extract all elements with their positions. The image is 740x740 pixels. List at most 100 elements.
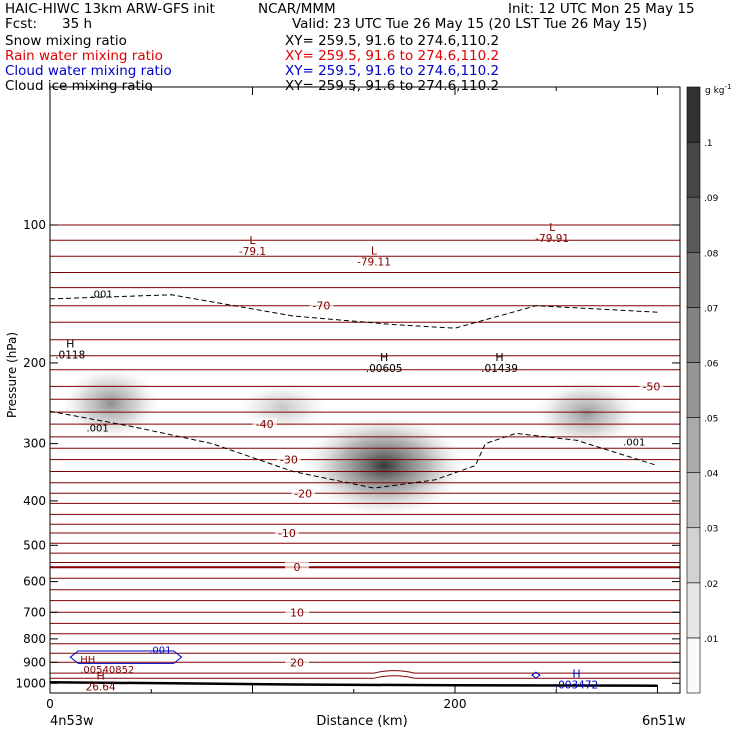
x-right-endpoint: 6n51w: [642, 714, 686, 729]
isotherm-line: [50, 670, 680, 674]
extremum-value: .01439: [481, 363, 518, 375]
colorbar-tick-label: .01: [704, 635, 718, 645]
extremum-marker: H: [380, 351, 388, 364]
cloud-water-hh-label: HH: [80, 655, 95, 666]
init-time: Init: 12 UTC Mon 25 May 15: [508, 1, 695, 17]
y-tick-label: 300: [23, 437, 46, 451]
colorbar-segment: [686, 86, 701, 143]
y-tick-label: 800: [23, 632, 46, 646]
colorbar: g kg-1 .01 .02 .03 .04 .05 .06 .07 .08 .09 .1: [686, 83, 731, 694]
isotherm-label-bg: [285, 606, 310, 618]
field-name-rain: Rain water mixing ratio: [5, 48, 163, 64]
y-tick-label: 200: [23, 356, 46, 370]
isotherm-label-bg: [252, 418, 277, 430]
extremum-marker: H: [572, 668, 580, 681]
extremum-value: .00605: [366, 363, 403, 375]
x-axis-label: Distance (km): [316, 714, 407, 729]
snow-blob: [534, 379, 639, 448]
extremum-marker: L: [371, 245, 378, 258]
y-axis-label: Pressure (hPa): [5, 332, 19, 418]
isotherm-label: 0: [294, 561, 301, 574]
forecast-hours: 35 h: [62, 16, 93, 32]
colorbar-tick-label: .04: [704, 470, 719, 480]
isotherm-line: [50, 675, 680, 679]
colorbar-segment: [686, 251, 701, 308]
field-xy-rain: XY= 259.5, 91.6 to 274.6,110.2: [285, 48, 500, 64]
forecast-label: Fcst:: [5, 16, 38, 32]
colorbar-tick-label: .05: [704, 415, 718, 425]
isotherm-label: 10: [290, 606, 304, 619]
field-xy-cloud-ice: XY= 259.5, 91.6 to 274.6,110.2: [285, 78, 500, 94]
y-tick-label: 700: [23, 605, 46, 619]
valid-time: Valid: 23 UTC Tue 26 May 15 (20 LST Tue …: [292, 16, 648, 32]
isotherm-label-bg: [291, 487, 316, 499]
colorbar-segment: [686, 362, 701, 418]
snow-blob: [304, 415, 465, 516]
surface-layer: HH.00540852: [50, 650, 658, 687]
snow-blob: [62, 367, 159, 440]
extremum-marker: H: [66, 337, 74, 350]
extremum-marker: L: [549, 221, 556, 234]
colorbar-segment: [686, 582, 701, 639]
y-tick-label: 100: [23, 218, 46, 232]
isotherm-label-bg: [285, 656, 310, 668]
colorbar-tick-label: .02: [704, 580, 718, 590]
colorbar-tick-label: .09: [704, 194, 719, 204]
colorbar-tick-label: .07: [704, 304, 718, 314]
colorbar-unit: g kg-1: [705, 83, 731, 96]
extremum-value: -79.11: [357, 257, 391, 269]
y-tick-label: 600: [23, 575, 46, 589]
extremum-value: -79.1: [239, 246, 266, 258]
extremum-value: 26.64: [86, 681, 116, 693]
isotherm-label: -10: [278, 527, 296, 540]
colorbar-segment: [686, 472, 701, 529]
colorbar-tick-label: .08: [704, 249, 719, 259]
contour-value-label: .001: [91, 290, 113, 301]
axes-layer: Pressure (hPa) Distance (km) 4n53w 6n51w: [5, 332, 686, 729]
contour-value-label: .001: [623, 438, 645, 449]
y-tick-label: 500: [23, 538, 46, 552]
y-tick-label: 900: [23, 655, 46, 669]
isotherm-label: -20: [294, 487, 312, 500]
colorbar-tick-label: .06: [704, 359, 719, 369]
isotherm-label-bg: [276, 453, 301, 465]
cloud-water-contour: [69, 650, 183, 664]
contour-value-label: .001: [86, 423, 108, 434]
isotherm-label: -50: [642, 380, 660, 393]
org-label: NCAR/MMM: [258, 1, 336, 17]
y-tick-label: 1000: [15, 676, 46, 690]
colorbar-segment: [686, 141, 701, 198]
colorbar-segment: [686, 527, 701, 584]
isotherm-label-bg: [639, 380, 664, 392]
surface-pressure-line: [50, 681, 658, 687]
x-tick-label: 200: [444, 697, 467, 711]
isotherm-label: -70: [312, 300, 330, 313]
annotations-layer: L-79.1 L-79.11L-79.91H.0118 H.00605H.01439…: [55, 221, 598, 693]
colorbar-segment: [686, 637, 701, 694]
cloud-water-value-label: .00540852: [80, 665, 134, 676]
colorbar-segment: [686, 307, 701, 363]
colorbar-segment: [686, 196, 701, 253]
isotherm-label-bg: [309, 299, 334, 311]
snow-shading-layer: [62, 367, 639, 516]
field-xy-cloud-water: XY= 259.5, 91.6 to 274.6,110.2: [285, 63, 500, 79]
x-tick-label: 0: [46, 697, 54, 711]
colorbar-segment: [686, 417, 701, 473]
field-name-cloud-ice: Cloud ice mixing ratio: [5, 78, 153, 94]
temperature-contours-layer: 20 10 0 -10 -20 -30 -40 -50 -70: [50, 224, 680, 679]
colorbar-tick-label: .03: [704, 525, 718, 535]
field-name-snow: Snow mixing ratio: [5, 33, 127, 49]
isotherm-label: -30: [280, 454, 298, 467]
y-tick-label: 400: [23, 494, 46, 508]
field-name-cloud-water: Cloud water mixing ratio: [5, 63, 172, 79]
isotherm-label-bg: [285, 561, 310, 573]
extremum-value: -79.91: [535, 233, 569, 245]
cloud-water-small-contour: [531, 671, 541, 679]
snow-blob: [237, 382, 328, 433]
isotherm-label: -40: [256, 418, 274, 431]
x-left-endpoint: 4n53w: [50, 714, 94, 729]
extremum-marker: H: [495, 351, 503, 364]
isotherm-label-bg: [274, 527, 299, 539]
plot-frame: [49, 86, 681, 694]
